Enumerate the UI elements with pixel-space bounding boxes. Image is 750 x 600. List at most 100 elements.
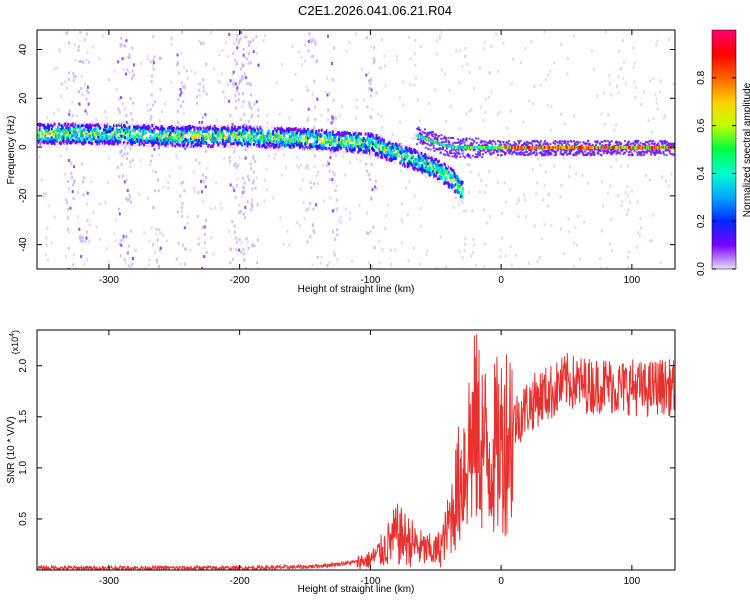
noise-speck: [198, 39, 201, 43]
streak-speck: [87, 102, 90, 106]
signal-pixel: [336, 139, 339, 143]
noise-speck: [458, 127, 461, 131]
signal-pixel: [56, 139, 59, 143]
signal-pixel: [252, 135, 255, 139]
noise-speck: [329, 196, 332, 200]
branch-halo: [488, 150, 491, 153]
branch-halo: [611, 152, 614, 155]
noise-speck: [296, 164, 299, 168]
signal-pixel: [340, 138, 343, 142]
branch-halo: [432, 144, 435, 147]
signal-pixel: [180, 124, 183, 128]
signal-pixel: [229, 140, 232, 144]
signal-pixel: [407, 163, 410, 167]
branch-halo: [607, 148, 610, 151]
noise-speck: [377, 267, 380, 269]
signal-pixel: [255, 140, 258, 144]
noise-speck: [438, 37, 441, 41]
streak-speck: [152, 58, 155, 62]
signal-pixel: [281, 127, 284, 131]
signal-pixel: [427, 155, 430, 159]
noise-speck: [583, 220, 586, 224]
signal-pixel: [443, 162, 446, 166]
signal-pixel: [141, 137, 144, 141]
streak-speck: [200, 180, 203, 184]
signal-pixel: [425, 162, 428, 166]
noise-speck: [299, 163, 302, 167]
noise-speck: [525, 215, 528, 219]
signal-pixel: [152, 136, 155, 140]
signal-pixel: [419, 163, 422, 167]
signal-pixel: [180, 140, 183, 144]
signal-pixel: [198, 143, 201, 147]
noise-speck: [590, 49, 593, 53]
noise-speck: [543, 183, 546, 187]
signal-pixel: [245, 130, 248, 134]
signal-pixel: [202, 136, 205, 140]
branch-halo: [513, 150, 516, 153]
signal-pixel: [461, 201, 464, 205]
noise-speck: [344, 207, 347, 211]
noise-speck: [53, 112, 56, 116]
signal-pixel: [52, 131, 55, 135]
noise-speck: [311, 263, 314, 267]
noise-speck: [218, 53, 221, 57]
signal-pixel: [81, 134, 84, 138]
signal-pixel: [288, 127, 291, 131]
signal-pixel: [241, 137, 244, 141]
branch-halo: [579, 141, 582, 144]
signal-pixel: [68, 132, 71, 136]
branch-halo: [618, 151, 621, 154]
signal-pixel: [317, 136, 320, 140]
branch-halo: [584, 150, 587, 153]
noise-speck: [210, 207, 213, 211]
signal-pixel: [379, 145, 382, 149]
noise-speck: [328, 91, 331, 95]
noise-speck: [413, 133, 416, 137]
signal-pixel: [363, 149, 366, 153]
streak-speck: [233, 163, 236, 167]
noise-speck: [640, 102, 643, 106]
signal-pixel: [387, 147, 390, 151]
streak-speck: [158, 146, 161, 150]
branch-halo: [625, 150, 628, 153]
signal-pixel: [71, 134, 74, 138]
noise-speck: [344, 173, 347, 177]
noise-speck: [265, 167, 268, 171]
streak-speck: [235, 183, 238, 187]
signal-pixel: [313, 134, 316, 138]
streak-speck: [123, 152, 126, 156]
snr-y-tick-label: 0.5: [18, 512, 29, 526]
branch-halo: [423, 128, 426, 131]
signal-pixel: [210, 140, 213, 144]
streak-speck: [180, 30, 183, 34]
signal-pixel: [339, 150, 342, 154]
signal-pixel: [227, 128, 230, 132]
signal-pixel: [82, 140, 85, 144]
streak-speck: [239, 118, 242, 122]
signal-pixel: [42, 139, 45, 143]
noise-speck: [655, 97, 658, 101]
signal-pixel: [41, 136, 44, 140]
signal-pixel: [47, 141, 50, 145]
signal-pixel: [173, 126, 176, 130]
signal-pixel: [77, 142, 80, 146]
signal-pixel: [104, 128, 107, 132]
branch-halo: [624, 151, 627, 154]
noise-speck: [341, 105, 344, 109]
branch-halo: [561, 144, 564, 147]
streak-speck: [87, 91, 90, 95]
signal-pixel: [84, 125, 87, 129]
noise-speck: [322, 163, 325, 167]
streak-speck: [132, 158, 135, 162]
signal-pixel: [352, 132, 355, 136]
noise-speck: [147, 57, 150, 61]
signal-pixel: [254, 131, 257, 135]
streak-speck: [129, 160, 132, 164]
noise-speck: [636, 200, 639, 204]
noise-speck: [93, 143, 96, 147]
noise-speck: [454, 196, 457, 200]
noise-speck: [302, 201, 305, 205]
streak-speck: [123, 180, 126, 184]
branch-halo: [635, 151, 638, 154]
